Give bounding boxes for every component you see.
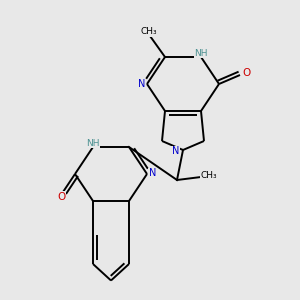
Text: CH₃: CH₃ (200, 171, 217, 180)
Text: N: N (172, 146, 179, 156)
Text: O: O (57, 192, 66, 202)
Text: NH: NH (86, 139, 100, 148)
Text: N: N (138, 79, 145, 89)
Text: CH₃: CH₃ (140, 27, 157, 36)
Text: O: O (242, 68, 251, 79)
Text: N: N (149, 168, 156, 178)
Text: NH: NH (194, 49, 208, 58)
